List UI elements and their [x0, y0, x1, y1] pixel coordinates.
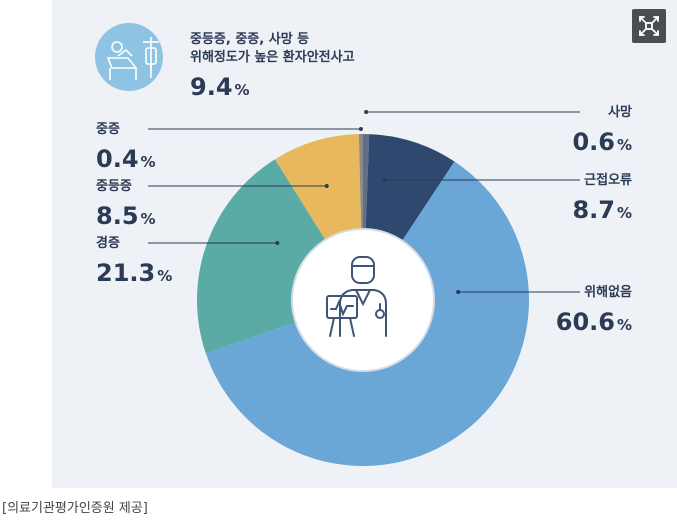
category-label-경증: 경증 — [96, 235, 120, 251]
value-label-중증: 0.4% — [96, 145, 156, 173]
hospital-bed-iv-icon — [106, 37, 159, 80]
category-label-근접오류: 근접오류 — [584, 172, 632, 188]
leader-dot-중증 — [358, 127, 363, 131]
category-label-사망: 사망 — [608, 104, 632, 120]
expand-icon — [639, 16, 659, 36]
category-label-위해없음: 위해없음 — [584, 284, 632, 300]
center-badge — [291, 228, 435, 372]
center-circle — [291, 228, 435, 372]
category-label-중증: 중증 — [96, 122, 120, 137]
callout-unit: % — [235, 81, 250, 99]
leader-dot-근접오류 — [382, 178, 387, 182]
leader-dot-사망 — [364, 110, 369, 114]
value-label-중등증: 8.5% — [96, 202, 156, 230]
callout-line2: 위해정도가 높은 환자안전사고 — [190, 49, 355, 65]
expand-button[interactable] — [632, 9, 666, 43]
value-label-근접오류: 8.7% — [572, 196, 632, 224]
value-label-위해없음: 60.6% — [556, 308, 632, 336]
callout-value: 9.4 — [190, 73, 233, 101]
category-label-중등증: 중등증 — [96, 179, 132, 194]
severe-callout: 중등증, 중증, 사망 등 위해정도가 높은 환자안전사고 9.4% — [95, 23, 355, 101]
leader-dot-위해없음 — [456, 290, 461, 294]
callout-circle — [95, 23, 163, 91]
value-label-경증: 21.3% — [96, 259, 172, 287]
callout-value-text: 9.4% — [190, 73, 250, 101]
value-label-사망: 0.6% — [572, 128, 632, 156]
doctor-with-monitor-icon — [326, 256, 387, 337]
callout-line1: 중등증, 중증, 사망 등 — [190, 31, 309, 47]
leader-dot-중등증 — [324, 184, 329, 188]
image-caption: [의료기관평가인증원 제공] — [2, 501, 148, 516]
leader-dot-경증 — [275, 241, 280, 245]
